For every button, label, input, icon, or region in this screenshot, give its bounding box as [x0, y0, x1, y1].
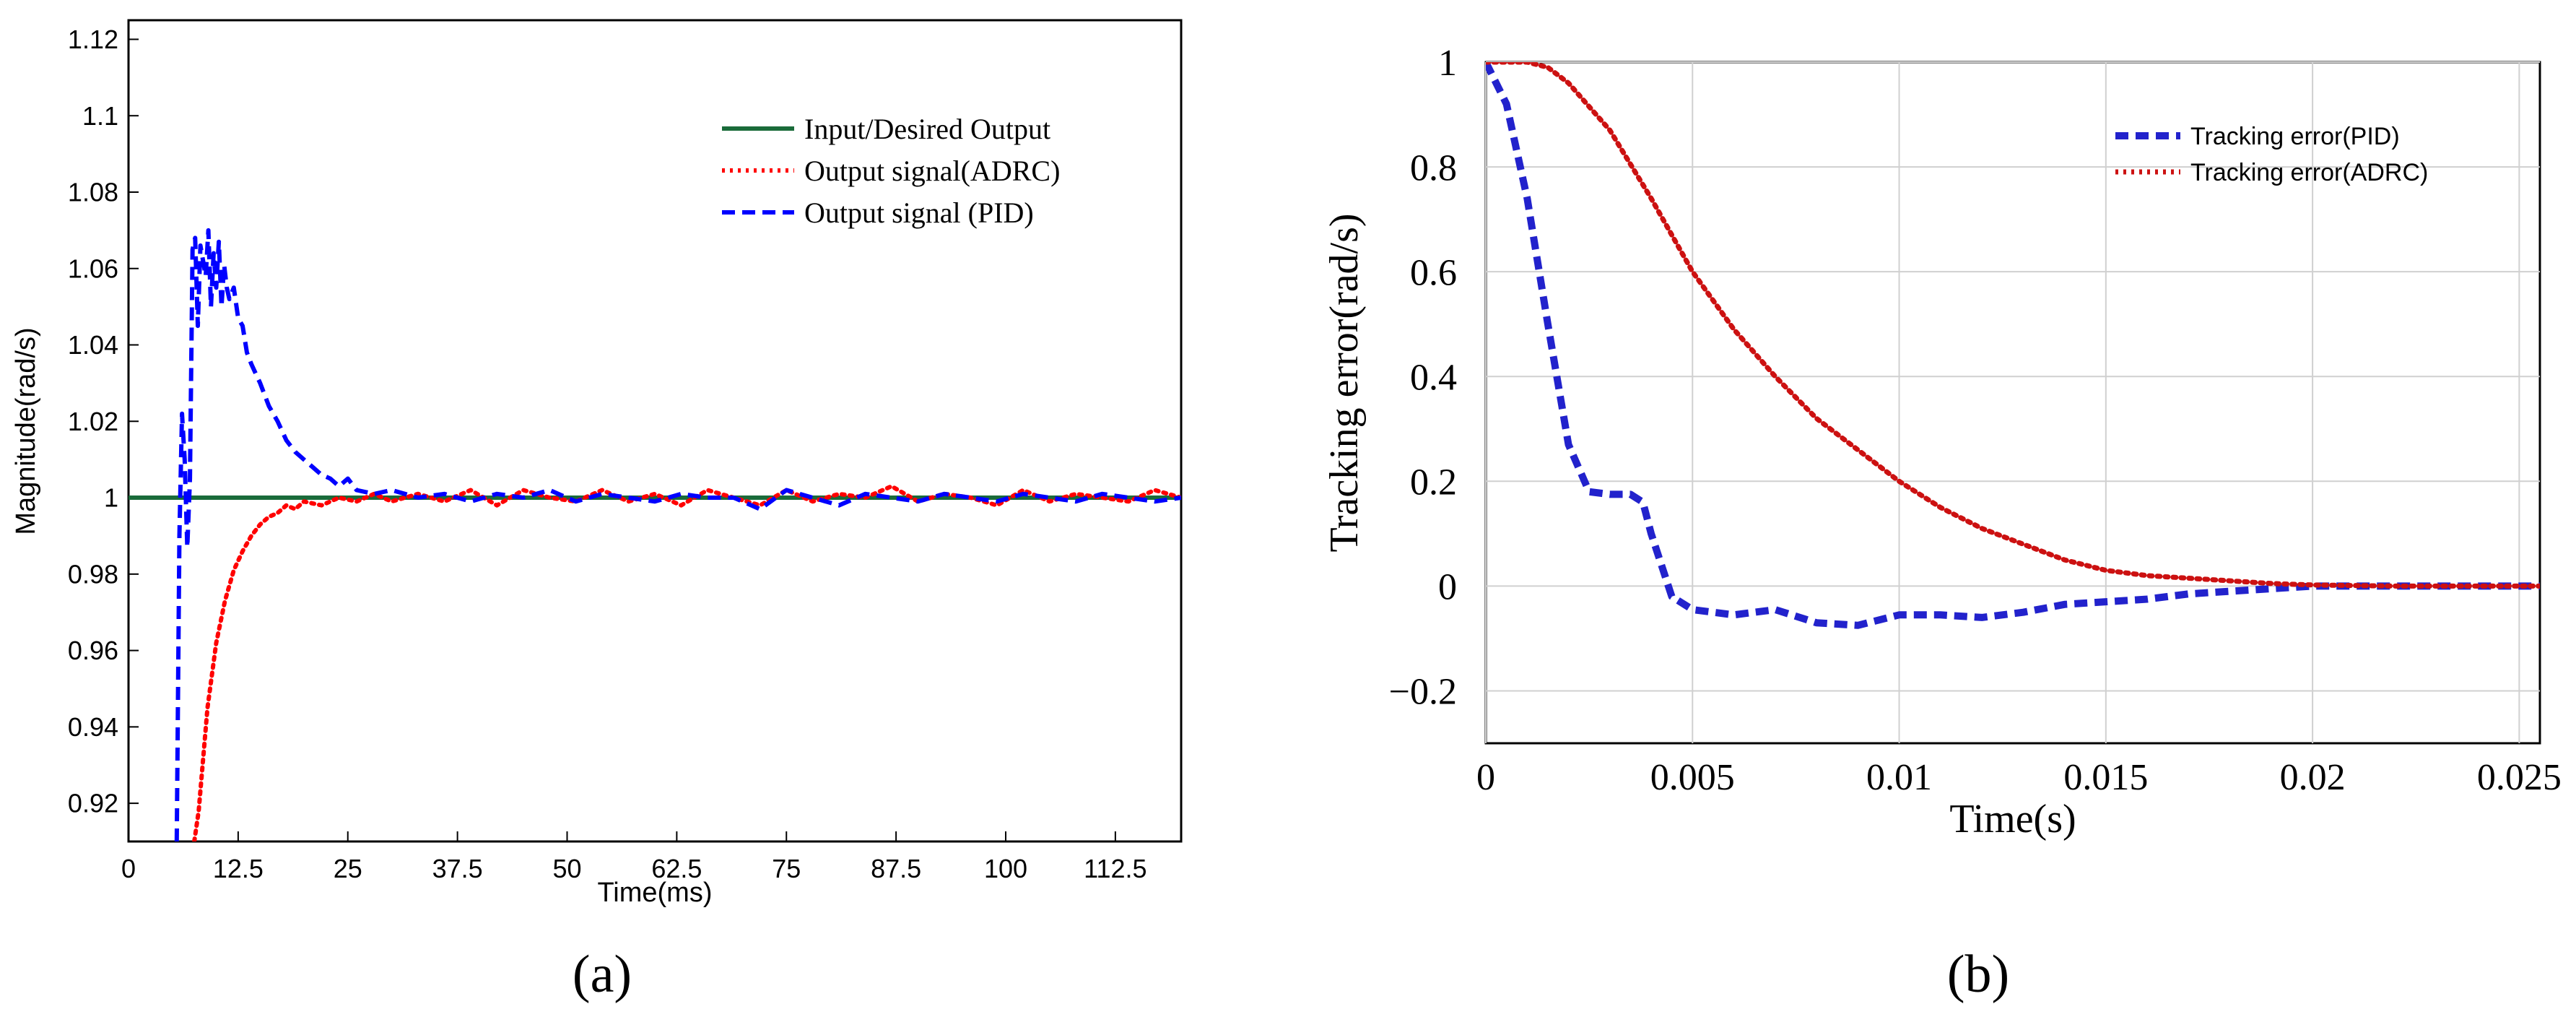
panel-a-label: (a) — [573, 945, 632, 1004]
panel-a-y-axis-label: Magnitude(rad/s) — [11, 327, 41, 535]
panel-a-legend-label: Output signal(ADRC) — [804, 155, 1060, 187]
panel-b-y-tick-label: 0.8 — [1410, 147, 1457, 189]
panel-b-ticks: 0 0.005 0.01 0.015 0.02 0.025 −0.2 0 0.2 0.4 0.6 0.… — [1389, 43, 2562, 798]
panel-b-y-tick-label: 0.2 — [1410, 462, 1457, 503]
panel-b-grid — [1485, 61, 2540, 743]
panel-b-y-tick-label: −0.2 — [1389, 672, 1457, 713]
panel-b-series-line-2 — [1486, 62, 2540, 589]
panel-b-x-axis-label: Time(s) — [1949, 797, 2076, 841]
panel-a-series-line-3 — [174, 228, 1181, 841]
panel-a-y-tick-label: 1.1 — [82, 101, 118, 131]
panel-a-x-tick-label: 62.5 — [651, 854, 702, 883]
panel-a-legend-label: Output signal (PID) — [804, 196, 1034, 229]
panel-a-y-tick-label: 1.06 — [68, 254, 118, 283]
panel-a-x-tick-label: 87.5 — [871, 854, 921, 883]
panel-a-x-axis-label: Time(ms) — [598, 878, 713, 908]
panel-a-y-tick-label: 1.02 — [68, 407, 118, 436]
panel-b-legend-label: Tracking error(PID) — [2190, 123, 2400, 150]
panel-a-y-tick-label: 1.12 — [68, 25, 118, 54]
panel-a-plot-frame — [127, 19, 1183, 843]
panel-a-x-tick-label: 112.5 — [1084, 854, 1146, 883]
panel-a-x-tick-label: 50 — [552, 854, 581, 883]
panel-a-y-tick-label: 0.94 — [68, 712, 118, 742]
panel-b-plot-frame — [1484, 61, 2541, 745]
panel-b: 0 0.005 0.01 0.015 0.02 0.025 −0.2 0 0.2 0.4 0.6 0.… — [1322, 43, 2562, 1004]
panel-a-x-tick-label: 25 — [334, 854, 362, 883]
panel-a-legend-label: Input/Desired Output — [804, 113, 1050, 145]
panel-b-label: (b) — [1947, 945, 2009, 1004]
panel-b-y-tick-label: 0 — [1438, 567, 1457, 608]
panel-a-y-tick-label: 0.92 — [68, 789, 118, 818]
panel-b-y-tick-label: 1 — [1438, 43, 1457, 84]
panel-a-x-tick-label: 12.5 — [213, 854, 264, 883]
panel-b-x-tick-label: 0 — [1476, 757, 1495, 798]
panel-a-series — [129, 228, 1181, 841]
panel-a-y-tick-label: 1.08 — [68, 178, 118, 207]
panel-a-series-line-2 — [192, 484, 1181, 841]
panel-b-y-axis-label: Tracking error(rad/s) — [1322, 213, 1367, 552]
panel-a-x-tick-label: 75 — [772, 854, 801, 883]
panel-a-ticks: 0 12.5 25 37.5 50 62.5 75 87.5 100 112.5 0.92 0.94 0… — [68, 25, 1147, 883]
panel-b-y-tick-label: 0.4 — [1410, 357, 1457, 398]
panel-b-series — [1486, 62, 2540, 629]
panel-a-y-tick-label: 0.98 — [68, 559, 118, 589]
panel-a-y-tick-label: 0.96 — [68, 636, 118, 665]
panel-a: 0 12.5 25 37.5 50 62.5 75 87.5 100 112.5 0.92 0.94 0… — [11, 19, 1183, 1004]
panel-b-x-tick-label: 0.015 — [2063, 757, 2148, 798]
panel-b-legend-label: Tracking error(ADRC) — [2190, 159, 2428, 186]
panel-b-x-tick-label: 0.005 — [1650, 757, 1735, 798]
panel-a-y-tick-label: 1.04 — [68, 330, 118, 360]
panel-a-y-tick-label: 1 — [104, 483, 118, 513]
panel-a-x-tick-label: 0 — [121, 854, 136, 883]
panel-b-series-line-1 — [1486, 62, 2540, 629]
panel-b-x-tick-label: 0.025 — [2477, 757, 2562, 798]
panel-a-x-tick-label: 37.5 — [432, 854, 483, 883]
panel-b-legend: Tracking error(PID) Tracking error(ADRC) — [2115, 123, 2428, 186]
panel-b-x-tick-label: 0.02 — [2280, 757, 2346, 798]
panel-b-y-tick-label: 0.6 — [1410, 252, 1457, 293]
panel-a-x-tick-label: 100 — [984, 854, 1027, 883]
panel-a-legend: Input/Desired Output Output signal(ADRC) O… — [722, 113, 1060, 229]
panel-b-x-tick-label: 0.01 — [1866, 757, 1932, 798]
